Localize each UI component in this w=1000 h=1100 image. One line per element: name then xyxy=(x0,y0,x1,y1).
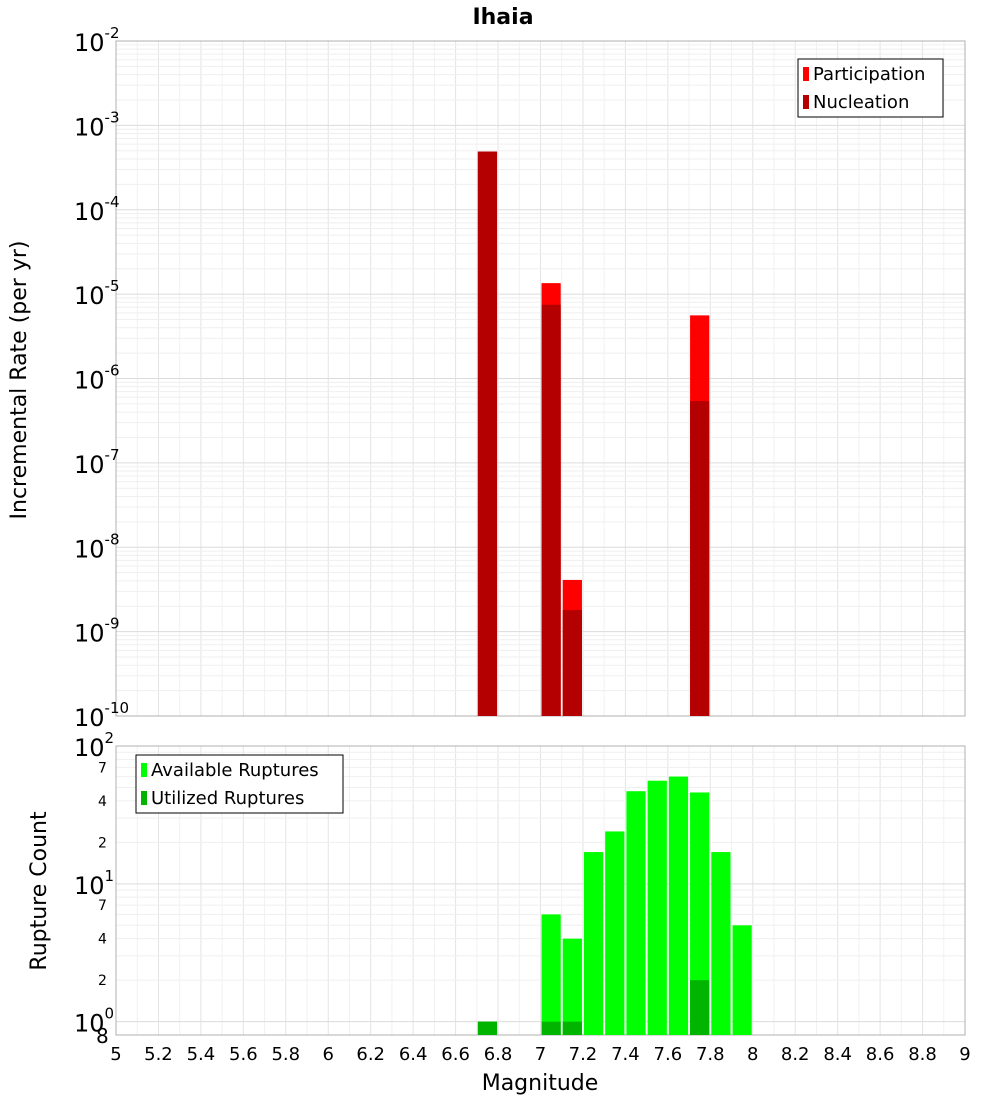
y-tick-label: 10-2 xyxy=(74,24,120,57)
bottom-panel-x-ticks: 5 5.2 5.4 5.6 5.8 6 6.2 6.4 6.6 6.8 7 7.2 7.4 7.6 7.8 8… xyxy=(110,1044,970,1065)
bottom-bar-available-ruptures xyxy=(732,925,752,1035)
bottom-y-axis-label: Rupture Count xyxy=(27,811,52,971)
x-axis-label: Magnitude xyxy=(482,1071,599,1096)
x-tick-label: 5.8 xyxy=(271,1044,300,1065)
x-tick-label: 9 xyxy=(959,1044,970,1065)
y-tick-label: 10-4 xyxy=(74,193,120,226)
y-tick-label: 10-5 xyxy=(74,277,120,310)
top-panel-y-ticks: 10-10 10-9 10-8 10-7 10-6 10-5 10-4 10-3 10-2 xyxy=(74,24,129,732)
y-minor-tick-label: 7 xyxy=(98,898,107,914)
y-tick-label: 10-3 xyxy=(74,108,120,141)
bottom-bar-utilized-ruptures xyxy=(477,1021,498,1035)
bottom-legend-box xyxy=(135,754,344,814)
x-tick-label: 5 xyxy=(110,1044,121,1065)
top-legend-box xyxy=(797,58,944,118)
bottom-bar-available-ruptures xyxy=(711,852,731,1035)
bottom-bar-available-ruptures xyxy=(626,791,646,1035)
x-tick-label: 6.4 xyxy=(399,1044,428,1065)
bottom-panel-y-ticks: 100 101 102 8 2 4 7 2 4 7 xyxy=(74,729,114,1048)
x-tick-label: 6.6 xyxy=(441,1044,470,1065)
bottom-panel-bars xyxy=(477,776,752,1035)
y-tick-label: 10-7 xyxy=(74,446,120,479)
bottom-bar-available-ruptures xyxy=(562,938,582,1035)
x-tick-label: 5.6 xyxy=(229,1044,258,1065)
bottom-plot-frame xyxy=(115,745,966,1036)
x-tick-label: 5.4 xyxy=(187,1044,216,1065)
bottom-bar-utilized-ruptures xyxy=(562,1021,582,1035)
bottom-bar-available-ruptures xyxy=(668,776,689,1035)
bottom-bar-available-ruptures xyxy=(541,914,561,1035)
top-panel-grid xyxy=(115,41,966,717)
y-minor-tick-label: 8 xyxy=(96,1024,109,1048)
y-minor-tick-label: 4 xyxy=(98,794,107,810)
top-bar-nucleation xyxy=(690,401,710,716)
top-panel-bars xyxy=(477,151,710,716)
legend-swatch-utilized-ruptures xyxy=(141,791,147,805)
legend-swatch-participation xyxy=(803,67,809,81)
x-tick-label: 8.2 xyxy=(781,1044,810,1065)
bottom-bar-available-ruptures xyxy=(647,780,667,1035)
legend-swatch-available-ruptures xyxy=(141,763,147,777)
bottom-bar-available-ruptures xyxy=(583,852,604,1035)
legend-label-available-ruptures: Available Ruptures xyxy=(151,760,319,781)
x-tick-label: 7.6 xyxy=(654,1044,683,1065)
y-minor-tick-label: 2 xyxy=(98,973,107,989)
bottom-legend: Available Ruptures Utilized Ruptures xyxy=(135,754,344,814)
x-tick-label: 7 xyxy=(535,1044,546,1065)
x-tick-label: 5.2 xyxy=(144,1044,173,1065)
y-tick-label: 10-10 xyxy=(74,699,129,732)
top-plot-frame xyxy=(115,40,966,717)
x-tick-label: 7.2 xyxy=(569,1044,598,1065)
x-tick-label: 8.8 xyxy=(908,1044,937,1065)
x-tick-label: 8.6 xyxy=(866,1044,895,1065)
top-y-axis-label: Incremental Rate (per yr) xyxy=(7,241,32,520)
x-tick-label: 8 xyxy=(747,1044,758,1065)
x-tick-label: 7.8 xyxy=(696,1044,725,1065)
x-tick-label: 6.8 xyxy=(484,1044,513,1065)
bottom-bar-available-ruptures xyxy=(690,792,710,1035)
legend-label-participation: Participation xyxy=(813,64,925,85)
y-tick-label: 10-9 xyxy=(74,615,120,648)
y-tick-label: 102 xyxy=(74,729,114,762)
legend-swatch-nucleation xyxy=(803,95,809,109)
legend-label-nucleation: Nucleation xyxy=(813,92,909,113)
y-tick-label: 100 xyxy=(74,1005,114,1038)
top-legend: Participation Nucleation xyxy=(797,58,944,118)
top-bar-nucleation xyxy=(477,151,498,716)
legend-label-utilized-ruptures: Utilized Ruptures xyxy=(151,788,304,809)
y-tick-label: 10-6 xyxy=(74,362,120,395)
chart-title: Ihaia xyxy=(472,5,533,30)
x-tick-label: 6 xyxy=(323,1044,334,1065)
x-tick-label: 8.4 xyxy=(823,1044,852,1065)
y-tick-label: 101 xyxy=(74,867,114,900)
bottom-bar-utilized-ruptures xyxy=(541,1021,561,1035)
bottom-bar-available-ruptures xyxy=(605,831,625,1035)
top-bar-nucleation xyxy=(541,304,561,716)
y-tick-label: 10-8 xyxy=(74,530,120,563)
bottom-bar-utilized-ruptures xyxy=(690,980,710,1035)
y-minor-tick-label: 2 xyxy=(98,835,107,851)
top-bar-nucleation xyxy=(562,610,582,716)
y-minor-tick-label: 4 xyxy=(98,932,107,948)
x-tick-label: 7.4 xyxy=(611,1044,640,1065)
x-tick-label: 6.2 xyxy=(356,1044,385,1065)
y-minor-tick-label: 7 xyxy=(98,760,107,776)
